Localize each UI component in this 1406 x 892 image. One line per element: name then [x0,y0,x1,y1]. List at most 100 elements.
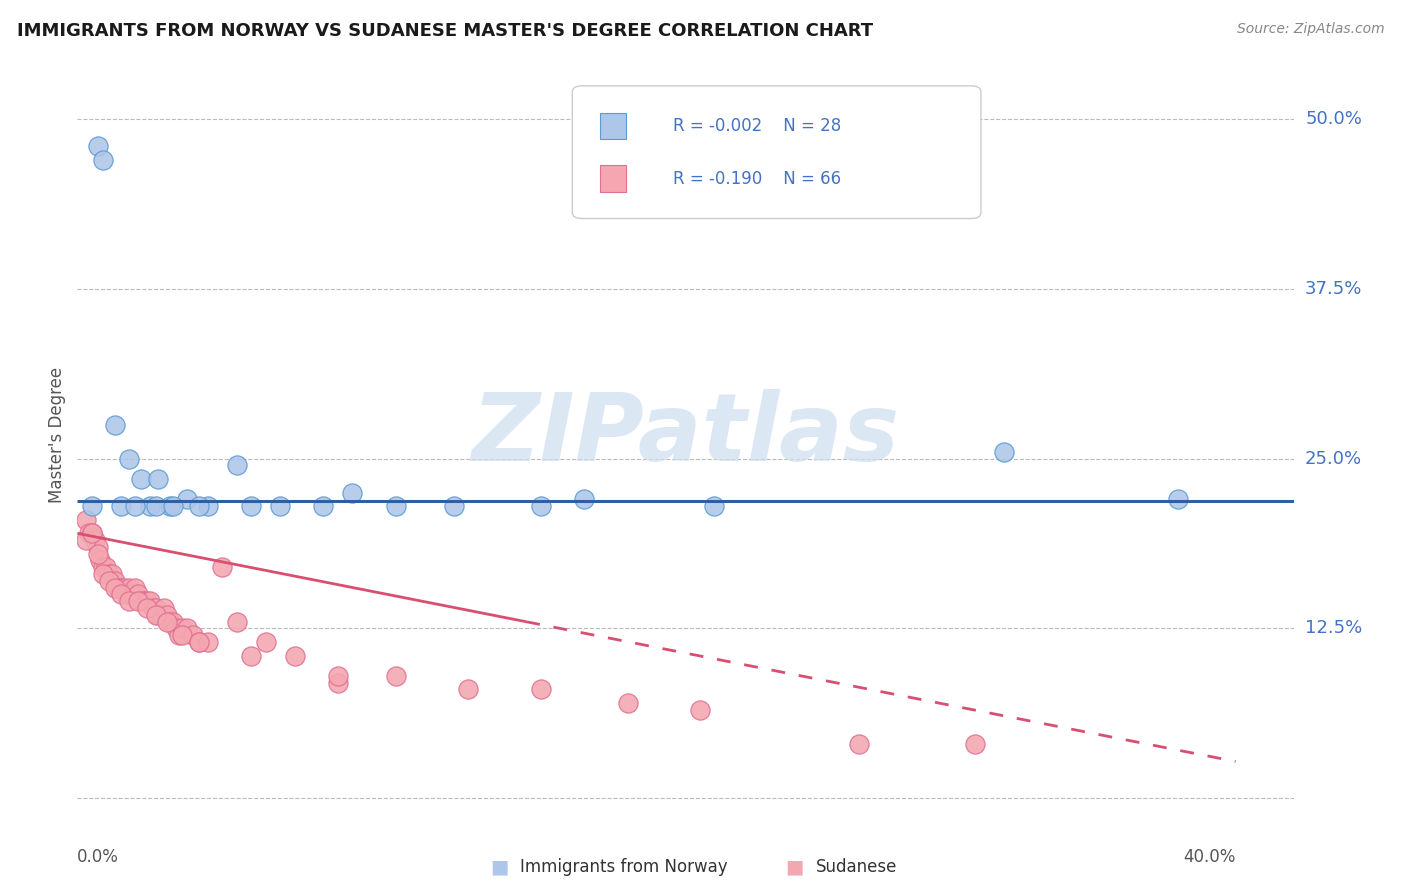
Point [181,628,204,642]
Point [75,513,97,527]
Point [269,499,291,513]
Point [162,615,184,629]
Text: 40.0%: 40.0% [1184,848,1236,866]
Point [963,737,986,751]
Text: IMMIGRANTS FROM NORWAY VS SUDANESE MASTER'S DEGREE CORRELATION CHART: IMMIGRANTS FROM NORWAY VS SUDANESE MASTE… [17,22,873,40]
Point [145,499,167,513]
Point [703,499,725,513]
Point [129,594,152,608]
Point [118,594,141,608]
Point [138,499,160,513]
Point [211,560,233,574]
Point [457,682,479,697]
Point [1167,492,1189,507]
Point [385,499,408,513]
Point [148,607,170,622]
Point [162,499,184,513]
Point [342,485,364,500]
Point [197,635,219,649]
Text: 12.5%: 12.5% [1305,619,1362,638]
Text: R = -0.190    N = 66: R = -0.190 N = 66 [673,169,841,187]
Point [326,675,349,690]
Point [110,587,132,601]
Point [145,601,167,615]
Point [83,533,105,547]
Point [104,417,127,432]
Point [254,635,277,649]
Point [124,499,146,513]
Point [86,540,108,554]
Point [530,682,553,697]
Point [530,499,553,513]
Point [170,621,193,635]
Bar [600,165,626,192]
Point [225,458,247,473]
Point [167,628,190,642]
Point [848,737,870,751]
Point [124,581,146,595]
Point [135,594,157,608]
Text: 25.0%: 25.0% [1305,450,1362,467]
Point [138,594,160,608]
Point [104,574,127,588]
Point [156,615,179,629]
Point [159,615,181,629]
Point [98,574,121,588]
Point [156,607,179,622]
Point [132,594,155,608]
Point [127,594,149,608]
Point [142,601,165,615]
Point [197,499,219,513]
Point [110,499,132,513]
Bar [600,112,626,139]
Text: R = -0.002    N = 28: R = -0.002 N = 28 [673,117,842,135]
Text: ■: ■ [489,857,509,877]
Point [176,492,198,507]
Point [93,567,115,582]
Point [159,499,181,513]
Point [104,581,127,595]
Point [101,567,124,582]
Point [572,492,595,507]
Point [118,451,141,466]
Point [80,499,103,513]
Text: 0.0%: 0.0% [77,848,120,866]
FancyBboxPatch shape [572,86,981,219]
Point [188,635,211,649]
Point [283,648,305,663]
Point [121,587,143,601]
Point [165,621,187,635]
Point [443,499,465,513]
Point [80,526,103,541]
Point [86,139,108,153]
Point [98,567,121,582]
Point [135,601,157,615]
Text: 37.5%: 37.5% [1305,280,1362,298]
Point [188,499,211,513]
Point [75,533,97,547]
Point [150,607,173,622]
Point [326,669,349,683]
Text: ■: ■ [785,857,804,877]
Point [145,607,167,622]
Point [93,153,115,167]
Point [148,472,170,486]
Point [107,581,129,595]
Point [993,445,1015,459]
Point [188,635,211,649]
Point [110,581,132,595]
Point [153,601,176,615]
Point [93,560,115,574]
Point [89,553,111,567]
Point [118,581,141,595]
Point [96,560,118,574]
Point [240,648,263,663]
Point [112,581,135,595]
Text: Source: ZipAtlas.com: Source: ZipAtlas.com [1237,22,1385,37]
Point [312,499,335,513]
Text: ZIPatlas: ZIPatlas [471,389,900,481]
Point [225,615,247,629]
Point [115,587,138,601]
Point [77,526,100,541]
Text: 50.0%: 50.0% [1305,110,1362,128]
